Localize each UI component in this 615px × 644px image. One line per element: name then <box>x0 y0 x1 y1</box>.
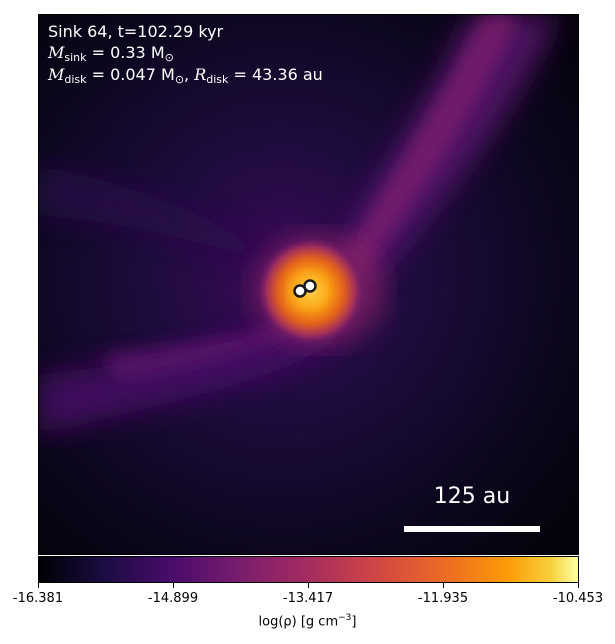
colorbar-tick-1 <box>173 583 174 588</box>
scale-bar <box>404 526 540 532</box>
colorbar-label-close: ] <box>351 614 357 630</box>
colorbar-tick-label-4: -10.453 <box>552 591 604 606</box>
colorbar-tick-2 <box>308 583 309 588</box>
mdisk-sun-symbol: ⊙ <box>174 73 185 86</box>
mdisk-symbol: M <box>48 65 65 84</box>
disk-props-line: Mdisk = 0.047 M⊙, Rdisk = 43.36 au <box>48 65 323 89</box>
mdisk-subscript: disk <box>64 73 87 86</box>
density-map-panel <box>38 14 579 555</box>
msink-value: = 0.33 M <box>86 43 165 62</box>
scale-bar-label: 125 au <box>433 484 511 509</box>
colorbar-label: log(ρ) [g cm−3] <box>0 613 615 629</box>
msink-symbol: M <box>48 43 65 62</box>
sink-marker-b <box>303 279 317 293</box>
colorbar-tick-label-0: -16.381 <box>12 591 64 606</box>
mdisk-value: = 0.047 M <box>86 65 175 84</box>
msink-subscript: sink <box>64 51 87 64</box>
colorbar-tick-label-1: -14.899 <box>147 591 199 606</box>
upper-filament-core <box>344 15 519 275</box>
lower-stream-core <box>99 315 309 380</box>
rdisk-subscript: disk <box>206 73 229 86</box>
rdisk-value: = 43.36 au <box>228 65 323 84</box>
colorbar-tick-0 <box>38 583 39 588</box>
sink-mass-line: Msink = 0.33 M⊙ <box>48 43 174 67</box>
msink-sun-symbol: ⊙ <box>164 51 174 64</box>
colorbar <box>38 556 579 583</box>
title-line: Sink 64, t=102.29 kyr <box>48 22 224 41</box>
colorbar-tick-label-2: -13.417 <box>282 591 334 606</box>
rdisk-symbol: R <box>194 65 207 84</box>
colorbar-tick-3 <box>443 583 444 588</box>
density-map <box>39 15 578 554</box>
colorbar-tick-label-3: -11.935 <box>417 591 469 606</box>
upper-left-wisp <box>39 165 299 275</box>
rdisk-separator: , <box>184 65 195 84</box>
colorbar-tick-4 <box>578 583 579 588</box>
colorbar-label-exponent: −3 <box>338 613 352 623</box>
colorbar-label-main: log(ρ) [g cm <box>258 614 339 630</box>
